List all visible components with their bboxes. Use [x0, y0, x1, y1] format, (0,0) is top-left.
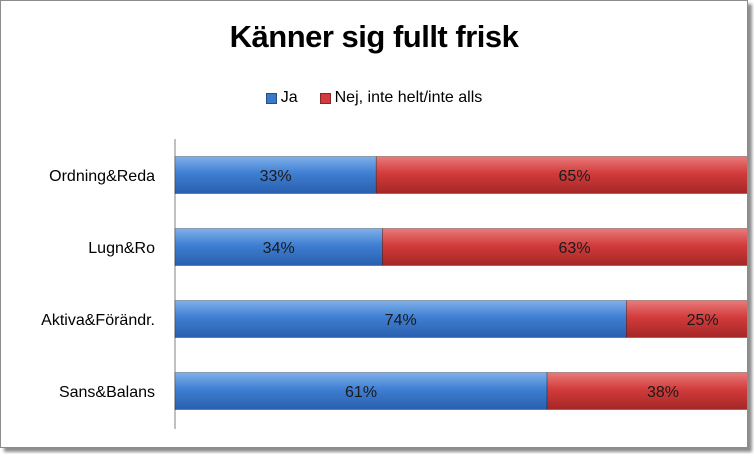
- legend-swatch-ja: [265, 92, 277, 104]
- bar-ja-sans-balans: [174, 372, 548, 410]
- category-label-lugn-ro: Lugn&Ro: [88, 240, 155, 257]
- category-label-aktiva-f-r-ndr-: Aktiva&Förändr.: [41, 312, 155, 329]
- legend-swatch-nej: [319, 92, 331, 104]
- data-label-ja-ordning-reda: 33%: [260, 168, 292, 185]
- bar-ja-aktiva-f-r-ndr-: [174, 300, 627, 338]
- data-label-ja-lugn-ro: 34%: [263, 240, 295, 257]
- legend-item-ja: Ja: [265, 89, 298, 107]
- category-label-ordning-reda: Ordning&Reda: [49, 168, 155, 185]
- category-label-sans-balans: Sans&Balans: [59, 384, 155, 401]
- legend-label-ja: Ja: [280, 89, 298, 106]
- bar-chart: Ordning&Reda 33% 65% Lugn&Ro 34% 63% Aktiva&Fö…: [41, 139, 747, 429]
- data-label-nej-sans-balans: 38%: [647, 384, 679, 401]
- bar-nej-lugn-ro: [381, 228, 747, 266]
- data-label-ja-sans-balans: 61%: [345, 384, 377, 401]
- bar-ja-lugn-ro: [174, 228, 383, 266]
- data-label-nej-aktiva-f-r-ndr-: 25%: [687, 312, 719, 329]
- bar-ja-ordning-reda: [174, 156, 377, 194]
- data-label-ja-aktiva-f-r-ndr-: 74%: [385, 312, 417, 329]
- chart-legend: Ja Nej, inte helt/inte alls: [1, 89, 747, 107]
- chart-title: Känner sig fullt frisk: [229, 19, 519, 54]
- bar-nej-ordning-reda: [375, 156, 747, 194]
- bar-nej-sans-balans: [546, 372, 747, 410]
- legend-label-nej: Nej, inte helt/inte alls: [334, 89, 483, 106]
- data-label-nej-lugn-ro: 63%: [559, 240, 591, 257]
- data-label-nej-ordning-reda: 65%: [559, 168, 591, 185]
- legend-item-nej: Nej, inte helt/inte alls: [319, 89, 483, 107]
- chart-frame: Känner sig fullt frisk Ja Nej, inte helt…: [0, 0, 748, 448]
- bar-nej-aktiva-f-r-ndr-: [626, 300, 747, 338]
